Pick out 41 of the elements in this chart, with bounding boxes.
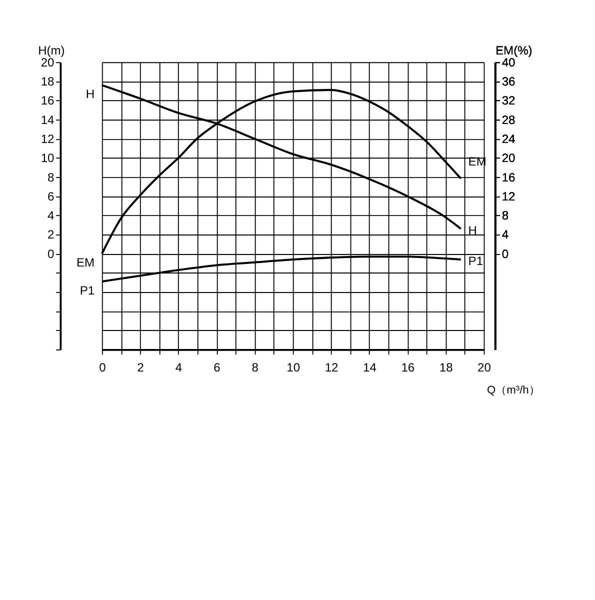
- y-tick-label: 0: [48, 246, 55, 261]
- x-tick-label: 6: [214, 360, 221, 374]
- series-label: EM: [76, 256, 95, 270]
- x-tick-label: 12: [324, 360, 339, 374]
- y2-tick-label: 16: [502, 170, 516, 184]
- y-tick-label: 6: [48, 189, 55, 204]
- x-tick-label: 4: [175, 360, 182, 374]
- y-tick-label: 16: [40, 94, 55, 108]
- y2-tick-label: 0: [502, 246, 509, 261]
- y2-tick-label: 36: [502, 74, 516, 88]
- x-tick-label: 18: [439, 360, 454, 374]
- series-label: H: [468, 223, 477, 238]
- y2-tick-label: 12: [502, 189, 516, 204]
- y-axis-title: H(m): [38, 43, 65, 58]
- x-tick-label: 0: [99, 360, 106, 374]
- y2-tick-label: 40: [502, 55, 516, 70]
- x-tick-label: 10: [286, 360, 300, 374]
- y-tick-label: 18: [40, 74, 55, 88]
- x-tick-label: 16: [401, 360, 415, 374]
- y-tick-label: 8: [48, 170, 55, 184]
- text: P1: [80, 283, 95, 298]
- text: H: [86, 87, 95, 102]
- series-label: P1: [468, 254, 484, 268]
- y2-tick-label: 20: [502, 151, 516, 166]
- y2-tick-label: 8: [502, 208, 509, 223]
- x-axis-title: Q（m³/h）: [486, 384, 540, 397]
- y2-tick-label: 32: [502, 94, 516, 108]
- y-tick-label: 20: [40, 55, 55, 70]
- y-tick-label: 10: [40, 151, 55, 166]
- x-tick-label: 14: [363, 360, 377, 374]
- y-tick-label: 14: [40, 112, 55, 127]
- y2-tick-label: 4: [502, 228, 509, 242]
- x-tick-label: 2: [137, 360, 144, 374]
- x-tick-label: 8: [252, 360, 259, 374]
- y-tick-label: 2: [48, 228, 55, 242]
- y-tick-label: 12: [40, 132, 55, 146]
- y-tick-label: 4: [48, 208, 55, 223]
- x-tick-label: 20: [478, 360, 492, 374]
- y2-axis-title: EM(%): [496, 43, 532, 58]
- y2-tick-label: 24: [502, 132, 516, 146]
- y2-tick-label: 28: [502, 112, 516, 127]
